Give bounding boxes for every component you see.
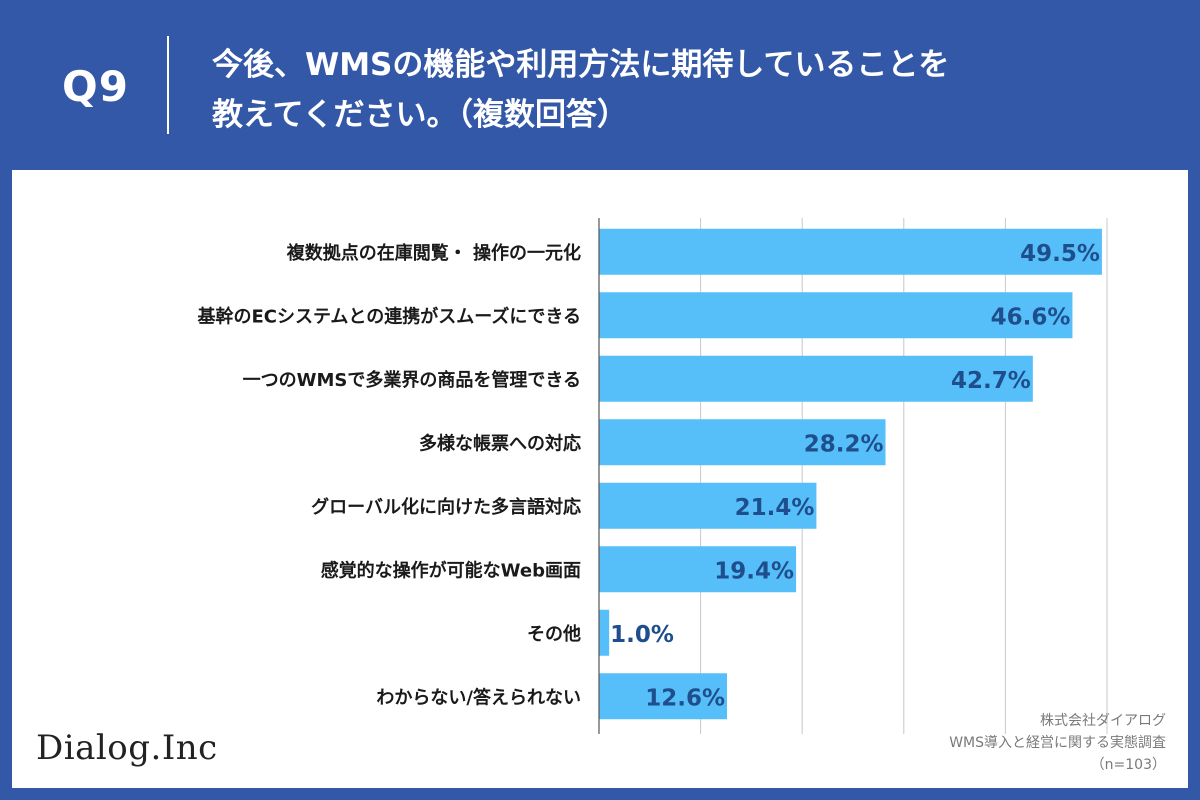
data-label: 46.6% [991,304,1071,330]
data-label: 12.6% [645,685,725,711]
question-title-line-2: 教えてください。（複数回答） [212,97,629,133]
source-sample: （n=103） [1090,757,1166,773]
question-title-line-1: 今後、WMSの機能や利用方法に期待していることを [212,47,950,83]
data-label: 49.5% [1020,241,1100,267]
data-label: 28.2% [804,431,884,457]
data-label: 19.4% [714,558,794,584]
bar [599,482,817,529]
chart-panel: 複数拠点の在庫閲覧・ 操作の一元化 49.5% 基幹のECシステムとの連携がスムーズ… [12,170,1188,788]
bar-chart: 複数拠点の在庫閲覧・ 操作の一元化 49.5% 基幹のECシステムとの連携がスムーズ… [196,218,1108,734]
company-logo: Dialog.Inc [36,728,218,768]
category-label: わからない/答えられない [376,686,581,708]
data-label: 1.0% [610,622,674,648]
source-survey: WMS導入と経営に関する実態調査 [949,735,1166,751]
bar [599,673,728,720]
data-label: 21.4% [735,495,815,521]
bar [599,292,1073,339]
question-number: Q9 [62,62,129,111]
bar [599,419,886,466]
header: Q9 今後、WMSの機能や利用方法に期待していることを 教えてください。（複数回… [0,0,1200,170]
source-company: 株式会社ダイアログ [1040,713,1166,729]
header-divider [167,36,169,134]
category-label: グローバル化に向けた多言語対応 [311,496,581,518]
source-note: 株式会社ダイアログ WMS導入と経営に関する実態調査 （n=103） [949,710,1166,776]
data-label: 42.7% [951,368,1031,394]
category-label: 一つのWMSで多業界の商品を管理できる [243,369,581,391]
category-label: 基幹のECシステムとの連携がスムーズにできる [196,305,581,327]
category-label: 複数拠点の在庫閲覧・ 操作の一元化 [286,242,581,264]
question-title: 今後、WMSの機能や利用方法に期待していることを 教えてください。（複数回答） [212,40,1112,140]
bar [599,228,1102,275]
category-label: 多様な帳票への対応 [419,432,581,454]
category-label: 感覚的な操作が可能なWeb画面 [321,559,581,581]
bar [599,355,1033,402]
bar [599,546,797,593]
category-label: その他 [527,623,581,645]
bar [599,609,610,656]
